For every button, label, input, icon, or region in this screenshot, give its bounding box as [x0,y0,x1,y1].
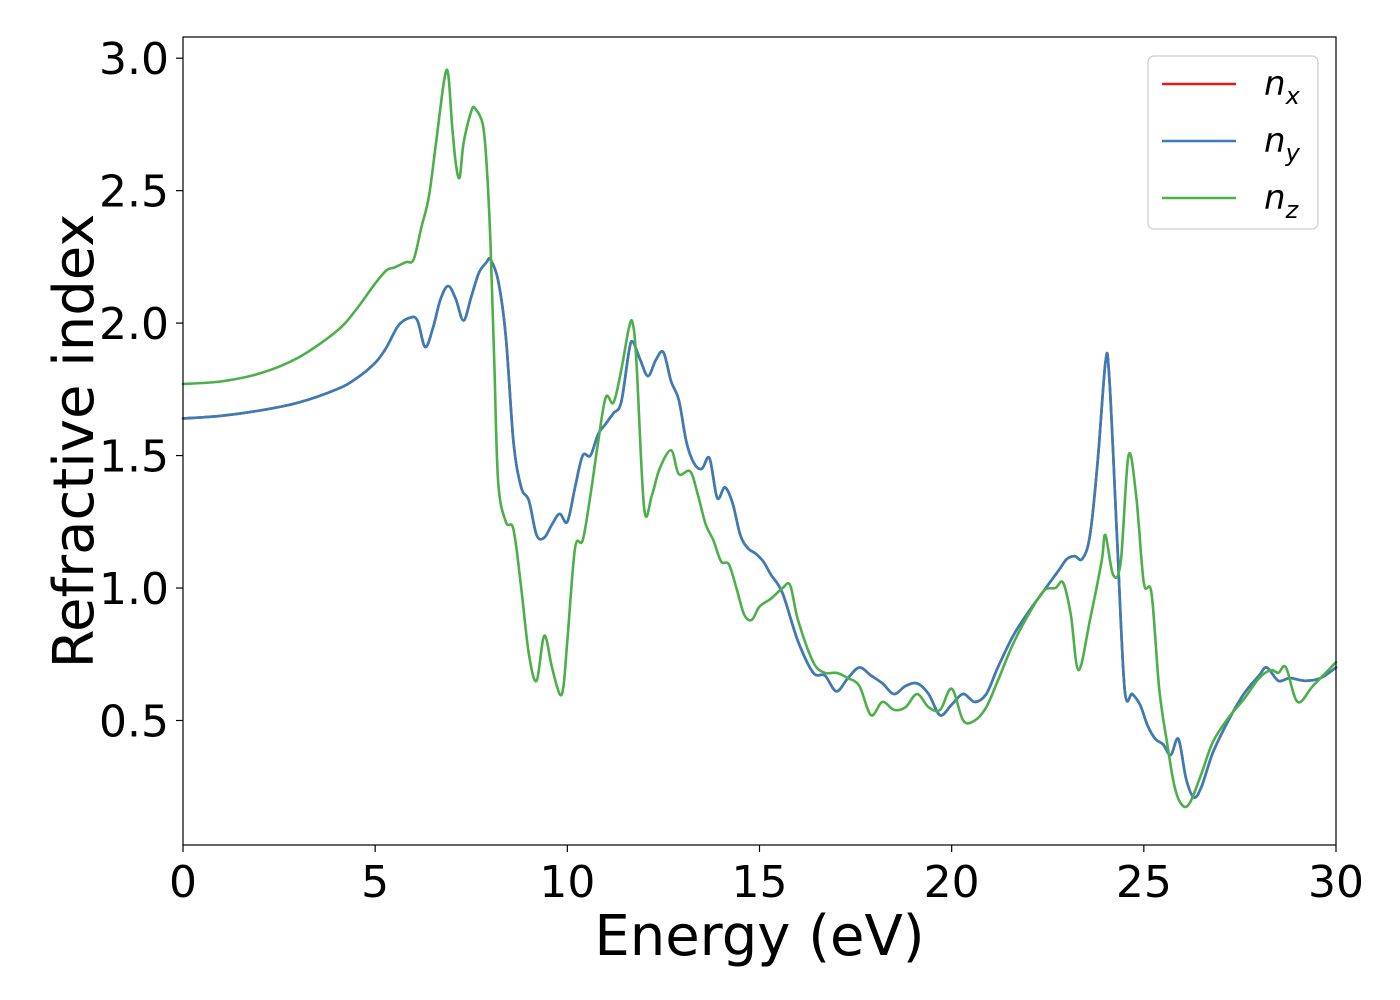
x-tick-label: 25 [1116,857,1172,908]
legend-label-z: nz [1264,178,1300,224]
series-line-y [181,257,1338,799]
x-axis-label: Energy (eV) [594,904,924,969]
y-tick-label: 3.0 [99,34,169,85]
legend-box [1147,55,1319,230]
legend-label-y: ny [1264,121,1301,167]
plot-lines [181,68,1338,809]
x-tick-label: 10 [539,857,595,908]
y-tick-label: 2.5 [99,167,169,218]
legend: nx ny nz [1147,55,1319,230]
x-tick-label: 20 [924,857,980,908]
y-tick-label: 1.5 [99,432,169,483]
y-tick-label: 1.0 [99,564,169,615]
y-tick-label: 0.5 [99,696,169,747]
x-axis: 0 5 10 15 20 25 30 [169,845,1364,908]
y-tick-label: 2.0 [99,299,169,350]
x-tick-label: 30 [1308,857,1364,908]
y-axis: 0.5 1.0 1.5 2.0 2.5 3.0 [99,34,183,747]
x-tick-label: 0 [169,857,197,908]
legend-label-x: nx [1264,64,1301,110]
x-tick-label: 15 [732,857,788,908]
x-tick-label: 5 [361,857,389,908]
y-axis-label: Refractive index [42,214,107,669]
series-line-z [181,68,1338,809]
